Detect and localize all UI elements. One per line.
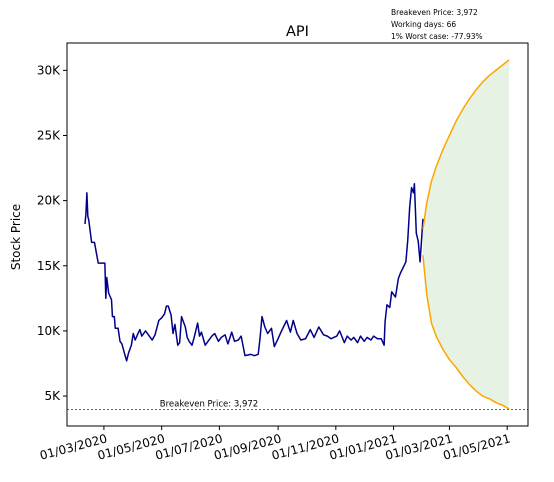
series-lines-layer [84, 59, 510, 410]
breakeven-label: Breakeven Price: 3,972 [160, 399, 258, 409]
y-tick-label: 10K [37, 324, 61, 338]
series-line-projection-lower [422, 255, 510, 410]
y-axis-ticks: 5K 10K 15K 20K 25K 30K [37, 63, 67, 403]
x-tick-label: 01/07/2020 [154, 431, 224, 462]
projection-band [422, 59, 510, 410]
info-worst-case: 1% Worst case: -77.93% [391, 32, 483, 41]
y-tick-label: 30K [37, 63, 61, 77]
info-breakeven-price: Breakeven Price: 3,972 [391, 8, 478, 17]
projection-band-layer [422, 59, 510, 410]
breakeven-layer: Breakeven Price: 3,972 [67, 399, 528, 410]
series-line-historical [84, 182, 424, 362]
x-axis-ticks: 01/03/202001/05/202001/07/202001/09/2020… [38, 426, 512, 463]
y-tick-label: 20K [37, 194, 61, 208]
x-tick-label: 01/05/2021 [442, 431, 512, 462]
y-tick-label: 25K [37, 128, 61, 142]
chart-title: API [286, 24, 309, 40]
y-tick-label: 5K [44, 389, 61, 403]
series-line-projection-upper [422, 59, 510, 230]
y-tick-label: 15K [37, 259, 61, 273]
plot-area-frame [66, 42, 529, 427]
info-working-days: Working days: 66 [391, 20, 457, 29]
y-axis-label: Stock Price [9, 204, 23, 270]
